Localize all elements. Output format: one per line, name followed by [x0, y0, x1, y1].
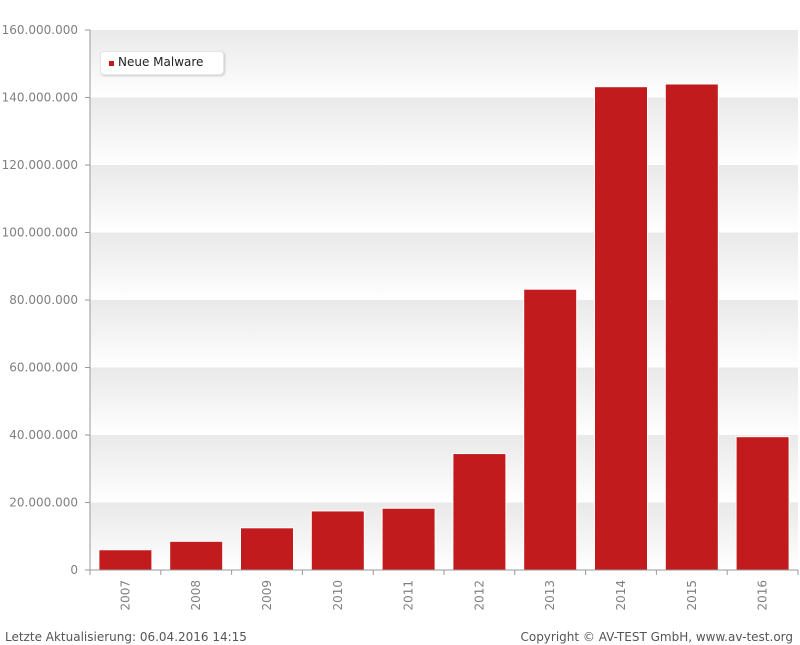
x-tick-label: 2008	[189, 580, 203, 611]
x-tick-label: 2009	[260, 580, 274, 611]
bar-2016	[735, 436, 790, 571]
footer-last-update: Letzte Aktualisierung: 06.04.2016 14:15	[5, 630, 247, 644]
y-tick-label: 80.000.000	[9, 293, 78, 307]
x-tick-label: 2015	[685, 580, 699, 611]
bar-2013	[523, 288, 578, 571]
x-tick-label: 2007	[118, 580, 132, 611]
y-tick-label: 0	[70, 563, 78, 577]
bar-2007	[98, 549, 153, 571]
bar-2012	[452, 453, 507, 571]
bar-2009	[240, 527, 294, 571]
footer-copyright: Copyright © AV-TEST GmbH, www.av-test.or…	[520, 630, 793, 644]
y-tick-label: 20.000.000	[9, 496, 78, 510]
bar-2011	[381, 507, 436, 571]
y-tick-label: 160.000.000	[2, 23, 78, 37]
x-tick-label: 2010	[331, 580, 345, 611]
legend-label: Neue Malware	[118, 55, 204, 69]
bar-2008	[169, 540, 224, 571]
legend: Neue Malware	[100, 51, 224, 75]
x-tick-label: 2011	[402, 580, 416, 611]
x-axis-ticks: 2007 2008 2009 2010 2011 2012 2013 2014 2015 2016	[89, 570, 799, 611]
bar-2015	[664, 83, 719, 571]
x-tick-label: 2014	[614, 580, 628, 611]
bar-2014	[594, 86, 648, 571]
legend-swatch	[109, 61, 114, 66]
y-tick-label: 100.000.000	[2, 226, 78, 240]
x-tick-label: 2013	[543, 580, 557, 611]
y-tick-label: 140.000.000	[2, 91, 78, 105]
y-axis-ticks: 0 20.000.000 40.000.000 60.000.000 80.000.00…	[2, 23, 90, 577]
y-tick-label: 60.000.000	[9, 361, 78, 375]
y-tick-label: 40.000.000	[9, 428, 78, 442]
x-tick-label: 2012	[472, 580, 486, 611]
y-tick-label: 120.000.000	[2, 158, 78, 172]
bar-2010	[310, 510, 365, 571]
x-tick-label: 2016	[756, 580, 770, 611]
bars	[98, 83, 790, 571]
